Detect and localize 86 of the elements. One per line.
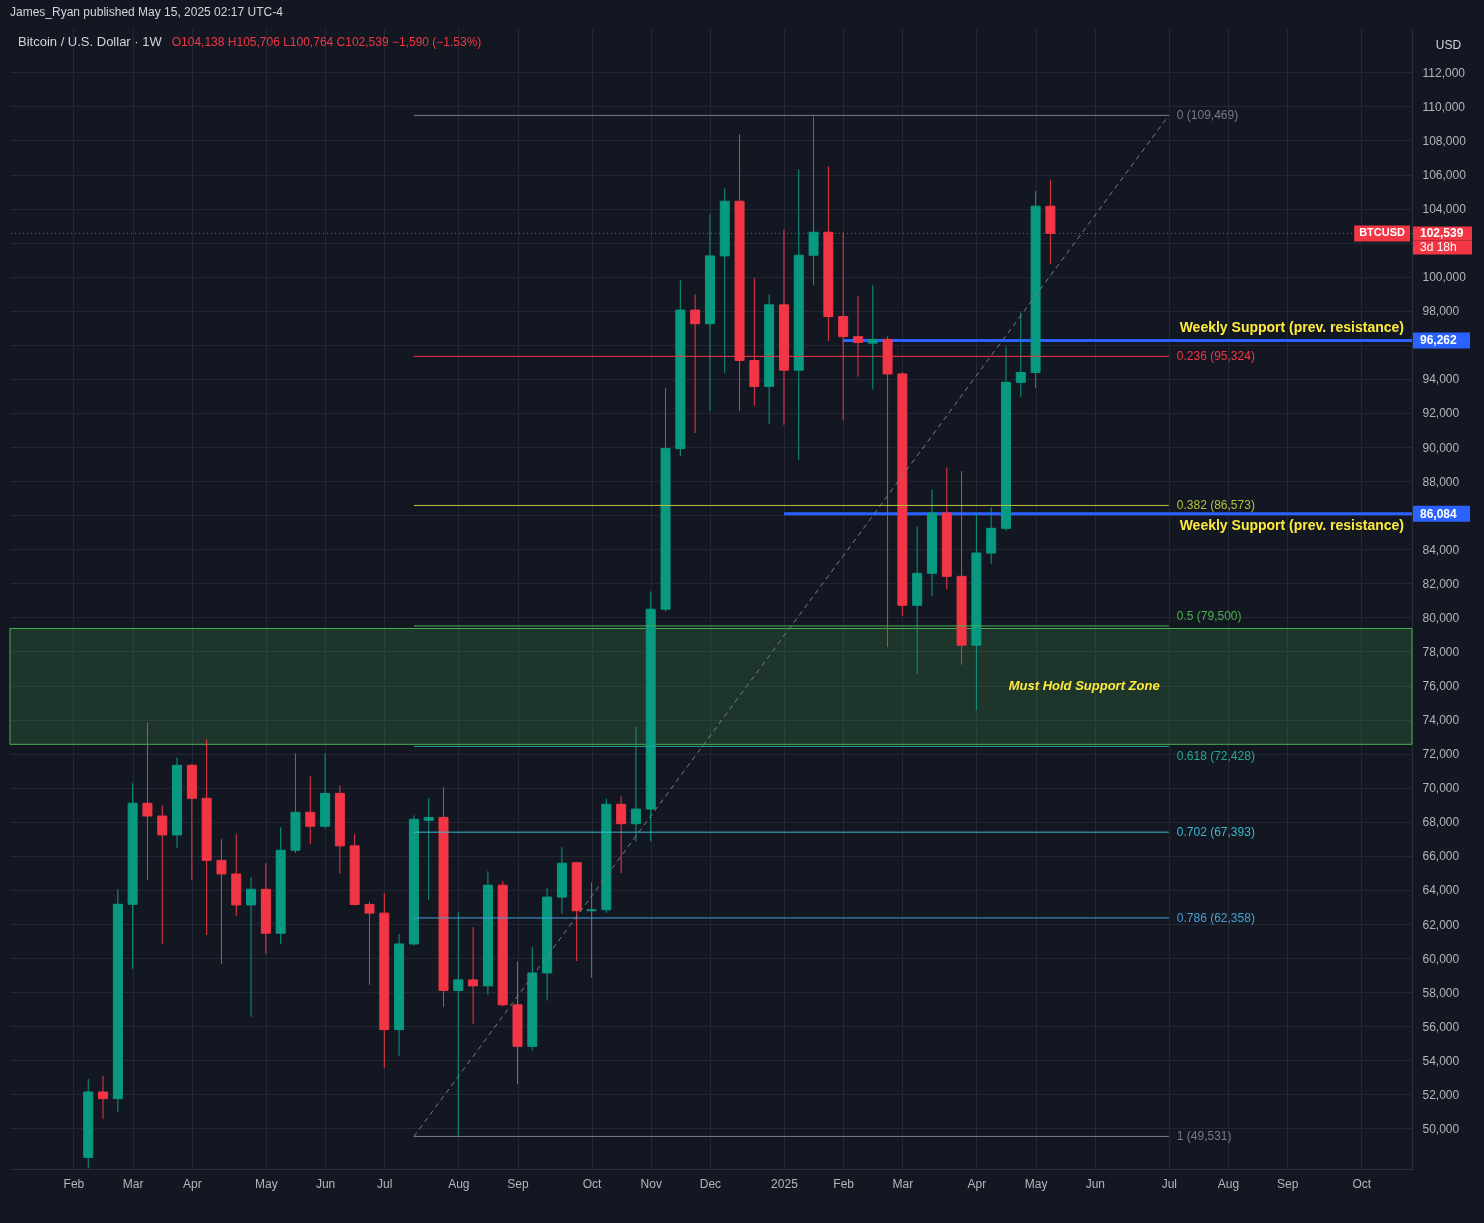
series-label: 0.382 (86,573) <box>1176 498 1255 513</box>
candlestick <box>616 795 627 874</box>
data-label: 86,084 <box>1420 506 1458 521</box>
candlestick <box>1015 311 1026 398</box>
series-label: Weekly Support (prev. resistance) <box>1179 516 1404 533</box>
data-label: 96,262 <box>1420 333 1458 348</box>
x-tick-label: Nov <box>640 1176 662 1191</box>
y-tick-label: 62,000 <box>1422 917 1460 932</box>
x-tick-label: Aug <box>448 1176 470 1191</box>
candlestick <box>468 926 479 1025</box>
y-tick-label: 82,000 <box>1422 576 1460 591</box>
candlestick <box>364 901 375 986</box>
y-tick-label: 52,000 <box>1422 1087 1460 1102</box>
candlestick <box>630 726 641 842</box>
x-tick-label: Jun <box>315 1176 336 1191</box>
series-label: 0.5 (79,500) <box>1176 608 1242 623</box>
x-tick-label: 2025 <box>771 1176 799 1191</box>
y-tick-label: 64,000 <box>1422 883 1460 898</box>
y-tick-label: 100,000 <box>1422 270 1467 285</box>
y-tick-label: 56,000 <box>1422 1019 1460 1034</box>
annotation: 3d 18h <box>1420 240 1457 255</box>
y-tick-label: 50,000 <box>1422 1121 1460 1136</box>
x-tick-label: Aug <box>1217 1176 1240 1191</box>
candlestick <box>246 876 257 1018</box>
series-label: 0.786 (62,358) <box>1176 910 1255 925</box>
y-tick-label: 94,000 <box>1422 372 1460 387</box>
x-tick-label: Jul <box>377 1176 393 1191</box>
candlestick <box>423 797 434 901</box>
y-tick-label: 70,000 <box>1422 781 1460 796</box>
ref-line-label: BTCUSD <box>1359 226 1406 239</box>
text: James_Ryan published May 15, 2025 02:17 UTC-4 <box>10 5 284 19</box>
x-tick-label: Apr <box>183 1176 202 1191</box>
series-label: 0 (109,469) <box>1176 108 1239 123</box>
x-tick-label: Mar <box>892 1176 914 1191</box>
y-tick-label: 92,000 <box>1422 406 1460 421</box>
y-tick-label: 98,000 <box>1422 304 1460 319</box>
y-tick-label: 78,000 <box>1422 644 1460 659</box>
y-axis-title: USD <box>1435 37 1462 52</box>
candlestick <box>305 775 316 845</box>
candlestick <box>808 116 819 286</box>
candlestick <box>157 804 168 945</box>
y-tick-label: 106,000 <box>1422 168 1467 182</box>
series-label: Weekly Support (prev. resistance) <box>1179 319 1404 336</box>
x-tick-label: Feb <box>833 1176 855 1191</box>
x-tick-label: Jul <box>1161 1176 1177 1191</box>
y-tick-label: 80,000 <box>1422 610 1460 625</box>
x-tick-label: May <box>255 1176 278 1191</box>
x-tick-label: Mar <box>122 1176 144 1191</box>
series-label: 1 (49,531) <box>1176 1129 1232 1144</box>
annotation: 102,539 <box>1420 226 1464 241</box>
candlestick <box>142 721 153 881</box>
x-tick-label: Oct <box>1352 1176 1372 1191</box>
y-tick-label: 104,000 <box>1422 202 1467 217</box>
x-tick-label: Sep <box>507 1176 530 1191</box>
x-tick-label: Feb <box>63 1176 85 1191</box>
y-tick-label: 60,000 <box>1422 951 1460 966</box>
x-tick-label: Sep <box>1277 1176 1299 1191</box>
y-tick-label: 108,000 <box>1422 133 1467 148</box>
y-tick-label: 88,000 <box>1422 474 1460 489</box>
y-tick-label: 90,000 <box>1422 440 1460 455</box>
x-tick-label: Dec <box>699 1176 722 1191</box>
band-label: Must Hold Support Zone <box>1008 678 1160 694</box>
chart-title: Bitcoin / U.S. Dollar · 1W <box>18 34 163 49</box>
y-tick-label: 76,000 <box>1422 679 1460 694</box>
series-label: 0.236 (95,324) <box>1176 349 1255 364</box>
candlestick <box>98 1075 109 1120</box>
y-tick-label: 54,000 <box>1422 1053 1460 1068</box>
candlestick <box>867 284 878 390</box>
text: O104,138 H105,706 L100,764 C102,539 −1,590 (−1.53%) <box>171 35 482 49</box>
y-tick-label: 84,000 <box>1422 542 1460 557</box>
y-tick-label: 66,000 <box>1422 849 1460 864</box>
x-tick-label: Apr <box>967 1176 987 1191</box>
candlestick <box>453 911 464 1137</box>
x-tick-label: Jun <box>1085 1176 1105 1191</box>
series-label: 0.702 (67,393) <box>1176 825 1255 840</box>
y-tick-label: 72,000 <box>1422 747 1460 762</box>
x-tick-label: Oct <box>582 1176 603 1191</box>
candlestick <box>216 838 227 965</box>
candlestick <box>586 881 597 979</box>
y-tick-label: 110,000 <box>1422 99 1466 114</box>
series-label: 0.618 (72,428) <box>1176 749 1255 764</box>
y-tick-label: 112,000 <box>1422 65 1466 80</box>
y-tick-label: 74,000 <box>1422 713 1460 728</box>
y-tick-label: 58,000 <box>1422 985 1460 1000</box>
x-tick-label: May <box>1024 1176 1048 1191</box>
y-tick-label: 68,000 <box>1422 815 1460 830</box>
